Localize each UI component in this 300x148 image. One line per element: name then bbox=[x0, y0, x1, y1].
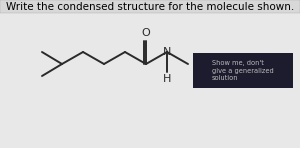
Text: Show me, don't
give a generalized
solution: Show me, don't give a generalized soluti… bbox=[212, 59, 274, 82]
Text: Write the condensed structure for the molecule shown.: Write the condensed structure for the mo… bbox=[6, 1, 294, 12]
Text: H: H bbox=[163, 74, 171, 84]
FancyBboxPatch shape bbox=[0, 0, 300, 13]
Text: N: N bbox=[163, 47, 171, 57]
FancyBboxPatch shape bbox=[193, 53, 293, 88]
Text: O: O bbox=[142, 28, 150, 38]
